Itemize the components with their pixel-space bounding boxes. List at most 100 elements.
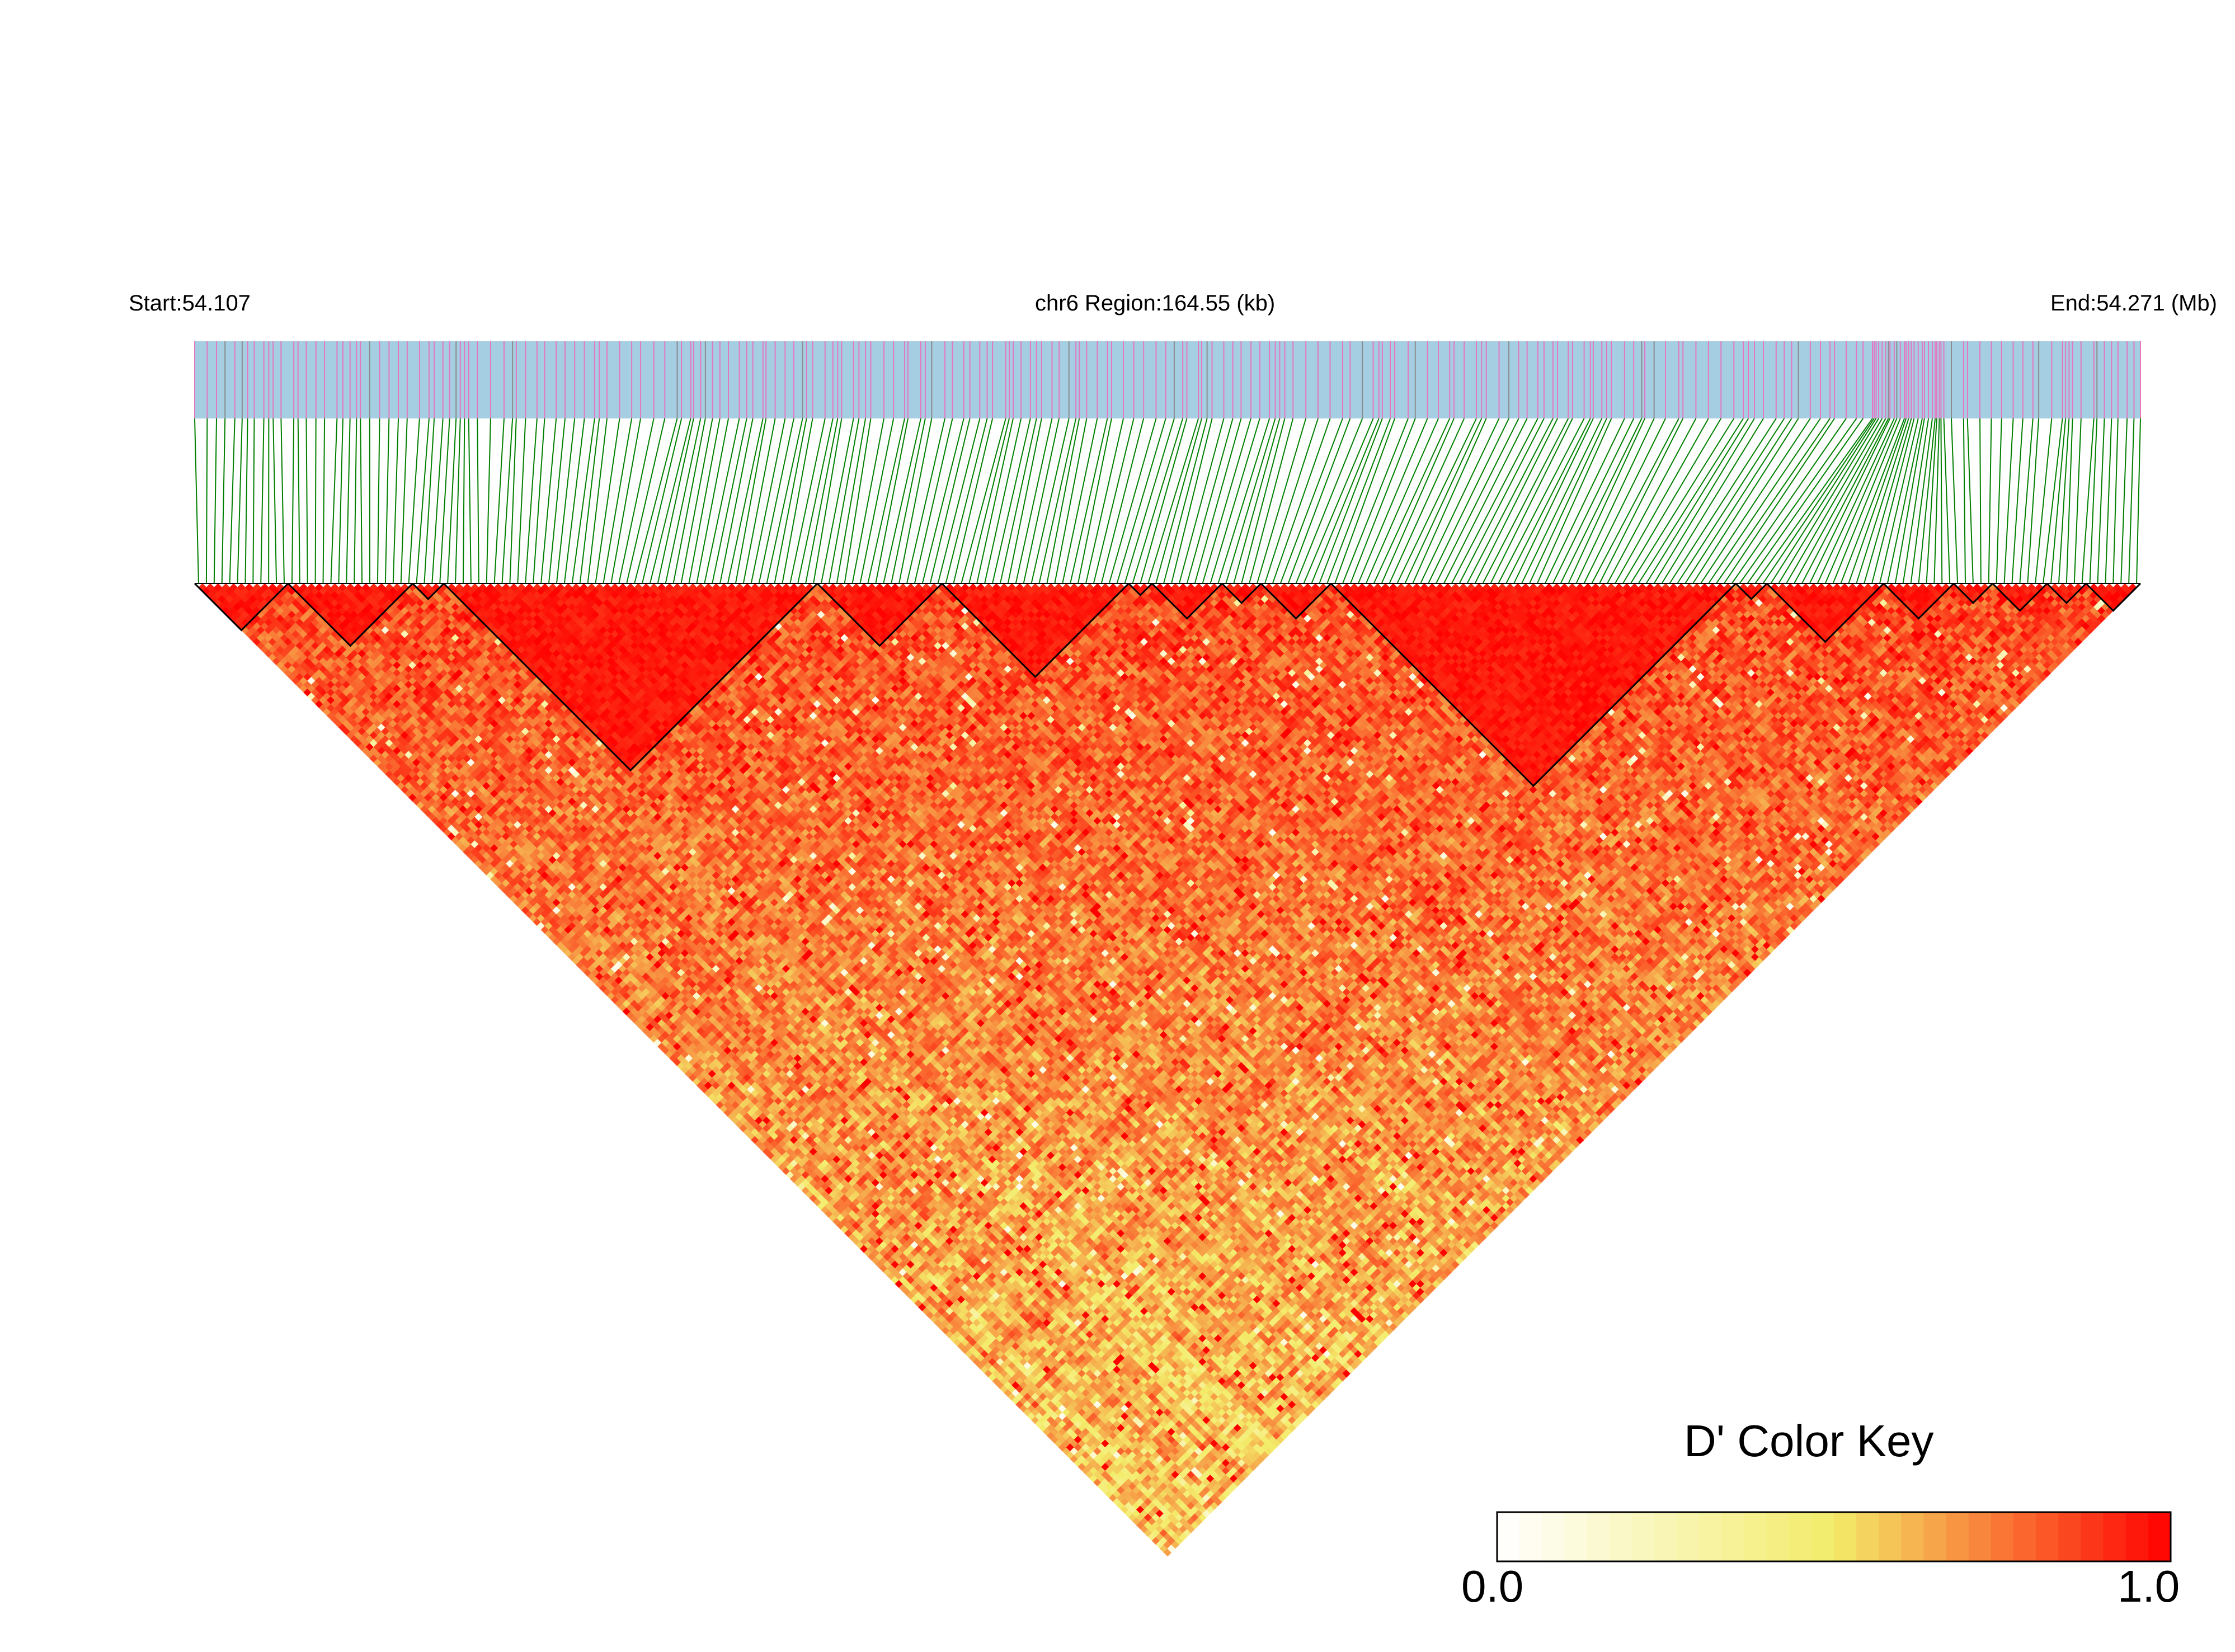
snp-connector-line — [742, 418, 776, 584]
snp-connector-line — [2081, 418, 2095, 584]
snp-connector-line — [2136, 418, 2141, 584]
snp-connector-line — [354, 418, 357, 584]
snp-connector-line — [2003, 418, 2014, 584]
snp-connector-line — [213, 418, 218, 584]
snp-connector-line — [338, 418, 344, 584]
snp-connector-line — [1926, 418, 1937, 584]
snp-connector-line — [1474, 418, 1558, 584]
snp-connector-line — [1669, 418, 1777, 584]
snp-connector-line — [657, 418, 694, 584]
snp-connector-line — [221, 418, 226, 584]
snp-connector-line — [820, 418, 854, 584]
snp-connector-line — [1272, 418, 1331, 584]
snp-connector-line — [641, 418, 683, 584]
snp-connector-line — [774, 418, 807, 584]
snp-connector-line — [1529, 418, 1607, 584]
snp-connector-line — [1404, 418, 1483, 584]
snp-connector-line — [1389, 418, 1465, 584]
snp-connector-line — [1077, 418, 1112, 584]
snp-connector-line — [305, 418, 308, 584]
snp-connector-line — [937, 418, 981, 584]
snp-connector-line — [571, 418, 595, 584]
snp-connector-line — [665, 418, 702, 584]
snp-connector-line — [260, 418, 265, 584]
snp-connector-line — [1381, 418, 1455, 584]
snp-connector-line — [649, 418, 691, 584]
snp-connector-line — [1303, 418, 1374, 584]
snp-connector-line — [1583, 418, 1666, 584]
snp-connector-line — [1599, 418, 1684, 584]
snp-connector-line — [408, 418, 420, 584]
snp-connector-line — [1163, 418, 1208, 584]
end-position-label: End:54.271 (Mb) — [2050, 291, 2217, 316]
snp-connector-line — [634, 418, 678, 584]
snp-connector-line — [1770, 418, 1877, 584]
snp-connector-line — [992, 418, 1031, 584]
snp-connector-line — [1015, 418, 1053, 584]
snp-connector-line — [1568, 418, 1645, 584]
snp-connector-line — [1685, 418, 1792, 584]
snp-connector-line — [610, 418, 642, 584]
snp-connector-line — [758, 418, 794, 584]
snp-connector-line — [252, 418, 255, 584]
snp-connector-line — [688, 418, 721, 584]
start-position-label: Start:54.107 — [129, 291, 251, 316]
snp-connector-line — [1536, 418, 1612, 584]
ld-heatmap-cells — [198, 583, 2137, 1557]
snp-connector-line — [1762, 418, 1875, 584]
snp-connector-line — [2043, 418, 2063, 584]
snp-connector-line — [1147, 418, 1199, 584]
snp-connector-line — [540, 418, 557, 584]
snp-connector-line — [1708, 418, 1821, 584]
snp-connector-line — [477, 418, 479, 584]
snp-connector-line — [875, 418, 909, 584]
snp-connector-line — [1007, 418, 1042, 584]
snp-connector-line — [1365, 418, 1439, 584]
snp-connector-line — [1979, 418, 1982, 584]
snp-connector-line — [1210, 418, 1260, 584]
snp-connector-line — [891, 418, 926, 584]
snp-connector-line — [346, 418, 351, 584]
snp-connector-line — [1963, 418, 1966, 584]
snp-connector-line — [883, 418, 921, 584]
snp-connector-line — [789, 418, 826, 584]
snp-connector-line — [525, 418, 538, 584]
snp-connector-line — [906, 418, 945, 584]
snp-connector-line — [1249, 418, 1294, 584]
snp-connector-line — [1677, 418, 1785, 584]
snp-connector-line — [533, 418, 545, 584]
snp-connector-line — [1334, 418, 1395, 584]
snp-connector-line — [501, 418, 514, 584]
snp-connector-line — [1132, 418, 1184, 584]
snp-connector-line — [1070, 418, 1108, 584]
snp-connector-line — [851, 418, 884, 584]
snp-connector-line — [1241, 418, 1286, 584]
snp-connector-line — [1832, 418, 1901, 584]
snp-connector-line — [563, 418, 585, 584]
snp-connector-line — [1257, 418, 1307, 584]
snp-connector-line — [2019, 418, 2034, 584]
snp-connector-line — [1739, 418, 1857, 584]
snp-connector-line — [1575, 418, 1655, 584]
snp-connector-line — [1996, 418, 2002, 584]
snp-connector-line — [1630, 418, 1735, 584]
snp-connector-line — [1943, 418, 1951, 584]
snp-connector-line — [1560, 418, 1643, 584]
snp-connector-line — [1373, 418, 1451, 584]
snp-connector-line — [455, 418, 461, 584]
snp-connector-line — [272, 418, 277, 584]
snp-connector-line — [1420, 418, 1500, 584]
snp-connector-line — [322, 418, 326, 584]
snp-connector-line — [1817, 418, 1895, 584]
snp-connector-line — [945, 418, 988, 584]
snp-connector-line — [1894, 418, 1925, 584]
snp-connector-line — [486, 418, 491, 584]
snp-connector-line — [1918, 418, 1936, 584]
snp-connector-line — [1864, 418, 1912, 584]
snp-connector-line — [976, 418, 1014, 584]
snp-connector-line — [1311, 418, 1380, 584]
snp-connector-line — [836, 418, 867, 584]
snp-connector-line — [2120, 418, 2128, 584]
snp-connector-line — [1264, 418, 1319, 584]
snp-connector-line — [1482, 418, 1569, 584]
